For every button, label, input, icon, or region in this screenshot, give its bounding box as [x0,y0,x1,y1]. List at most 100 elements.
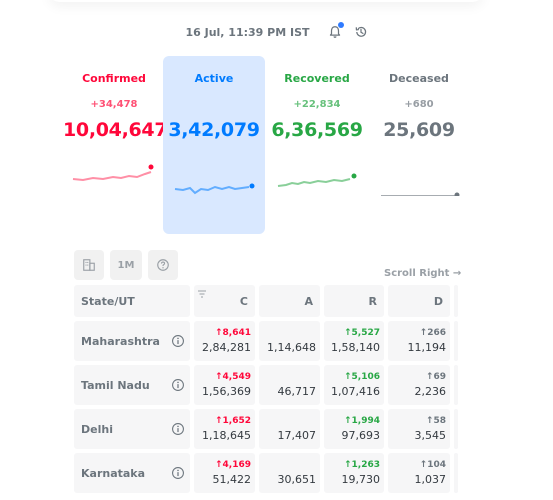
level-confirmed-total: 10,04,647 [63,119,168,141]
table-cell-recovered: ↑1,994 97,693 [324,409,384,449]
deceased-delta: ↑266 [419,328,446,338]
table-cell-deceased: ↑58 3,545 [388,409,450,449]
level-active-title: Active [194,72,234,85]
timeframe-button[interactable]: 1M [110,250,142,280]
header-recovered[interactable]: R [324,285,384,317]
deceased-delta: ↑104 [419,460,446,470]
table-cell-confirmed: ↑1,652 1,18,645 [194,409,255,449]
last-updated-bar: 16 Jul, 11:39 PM IST [0,22,553,42]
district-view-button[interactable] [74,250,104,280]
recovered-value: 1,07,416 [331,385,380,398]
help-button[interactable] [148,250,178,280]
header-confirmed-label: C [239,295,248,308]
header-deceased-label: D [433,295,443,308]
header-deceased[interactable]: D [388,285,450,317]
active-value: 1,14,648 [267,341,316,354]
confirmed-value: 1,18,645 [202,429,251,442]
active-sparkline [174,183,255,195]
table-cell-deceased: ↑104 1,037 [388,453,450,493]
level-confirmed-delta: +34,478 [90,99,138,110]
previous-card-edge [48,0,484,2]
header-overflow-column [454,285,458,317]
table-row-state[interactable]: Maharashtra [74,321,190,361]
table-cell-recovered: ↑1,263 19,730 [324,453,384,493]
recovered-value: 1,58,140 [331,341,380,354]
table-cell-deceased: ↑266 11,194 [388,321,450,361]
state-name: Tamil Nadu [81,379,150,392]
deceased-value: 1,037 [414,473,447,486]
table-cell-overflow [454,321,458,361]
level-recovered-title: Recovered [284,72,350,85]
recovered-delta: ↑5,106 [343,372,380,382]
confirmed-delta: ↑1,652 [214,416,251,426]
confirmed-sparkline [72,164,154,182]
confirmed-value: 2,84,281 [202,341,251,354]
help-icon [157,259,169,271]
recovered-value: 97,693 [341,429,381,442]
table-row-state[interactable]: Delhi [74,409,190,449]
table-cell-deceased: ↑69 2,236 [388,365,450,405]
confirmed-delta: ↑4,549 [214,372,251,382]
level-recovered[interactable]: Recovered +22,834 6,36,569 [266,56,368,234]
table-cell-recovered: ↑5,527 1,58,140 [324,321,384,361]
active-value: 17,407 [277,429,317,442]
info-icon[interactable] [171,334,185,348]
info-icon[interactable] [171,466,185,480]
header-active-label: A [304,295,313,308]
info-icon[interactable] [171,422,185,436]
table-cell-overflow [454,365,458,405]
level-deceased-delta: +680 [404,99,434,110]
level-active[interactable]: Active 3,42,079 [163,56,265,234]
table-cell-overflow [454,409,458,449]
header-confirmed[interactable]: C [194,285,255,317]
stats-level: Confirmed +34,478 10,04,647 Active 3,42,… [63,56,463,234]
deceased-delta: ↑69 [425,372,446,382]
table-row-state[interactable]: Tamil Nadu [74,365,190,405]
table-cell-recovered: ↑5,106 1,07,416 [324,365,384,405]
recovered-delta: ↑1,263 [343,460,380,470]
table-cell-active: 17,407 [259,409,320,449]
table-cell-active: 30,651 [259,453,320,493]
header-state-label: State/UT [81,295,135,308]
sort-icon [198,290,206,298]
info-icon[interactable] [171,378,185,392]
history-icon[interactable] [354,25,368,39]
level-confirmed[interactable]: Confirmed +34,478 10,04,647 [63,56,168,234]
deceased-value: 3,545 [414,429,447,442]
recovered-delta: ↑5,527 [343,328,380,338]
confirmed-value: 1,56,369 [202,385,251,398]
table-cell-confirmed: ↑4,549 1,56,369 [194,365,255,405]
table-cell-confirmed: ↑4,169 51,422 [194,453,255,493]
confirmed-value: 51,422 [212,473,252,486]
level-deceased-total: 25,609 [383,119,455,141]
level-deceased[interactable]: Deceased +680 25,609 [368,56,470,234]
table-actions: 1M [74,250,178,280]
header-state[interactable]: State/UT [74,285,190,317]
deceased-value: 11,194 [407,341,447,354]
recovered-delta: ↑1,994 [343,416,380,426]
recovered-sparkline [277,173,357,187]
active-value: 30,651 [277,473,317,486]
state-name: Karnataka [81,467,146,480]
scroll-right-hint: Scroll Right → [384,268,462,279]
confirmed-delta: ↑4,169 [214,460,251,470]
deceased-delta: ↑58 [425,416,446,426]
header-recovered-label: R [368,295,377,308]
header-active[interactable]: A [259,285,320,317]
recovered-value: 19,730 [341,473,381,486]
active-value: 46,717 [277,385,317,398]
table-cell-active: 1,14,648 [259,321,320,361]
table-row-state[interactable]: Karnataka [74,453,190,493]
state-name: Maharashtra [81,335,160,348]
bell-icon[interactable] [328,22,344,39]
table-cell-overflow [454,453,458,493]
level-deceased-title: Deceased [389,72,449,85]
deceased-sparkline [381,192,460,196]
state-name: Delhi [81,423,113,436]
level-confirmed-title: Confirmed [82,72,146,85]
deceased-value: 2,236 [414,385,447,398]
table-cell-active: 46,717 [259,365,320,405]
level-recovered-total: 6,36,569 [271,119,363,141]
last-updated-timestamp: 16 Jul, 11:39 PM IST [185,25,310,39]
building-icon [83,259,95,271]
